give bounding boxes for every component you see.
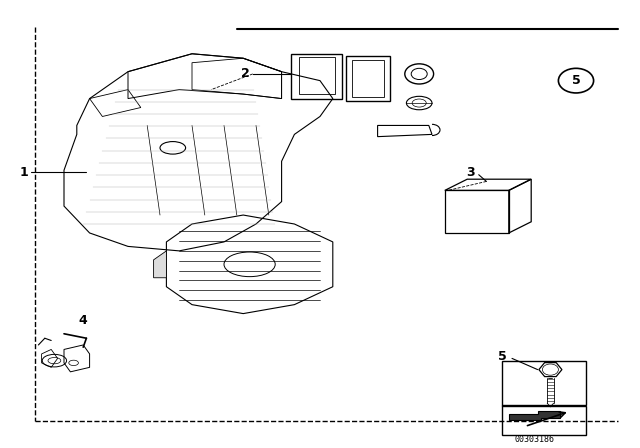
Bar xyxy=(502,361,586,405)
Text: 00303186: 00303186 xyxy=(515,435,554,444)
Text: 5: 5 xyxy=(498,349,507,363)
Bar xyxy=(502,406,586,435)
Text: 5: 5 xyxy=(572,74,580,87)
Text: 2: 2 xyxy=(241,67,250,81)
Polygon shape xyxy=(509,411,560,420)
Text: 1: 1 xyxy=(20,166,29,179)
Polygon shape xyxy=(154,251,166,278)
Text: 3: 3 xyxy=(466,166,475,179)
Text: 4: 4 xyxy=(79,314,88,327)
